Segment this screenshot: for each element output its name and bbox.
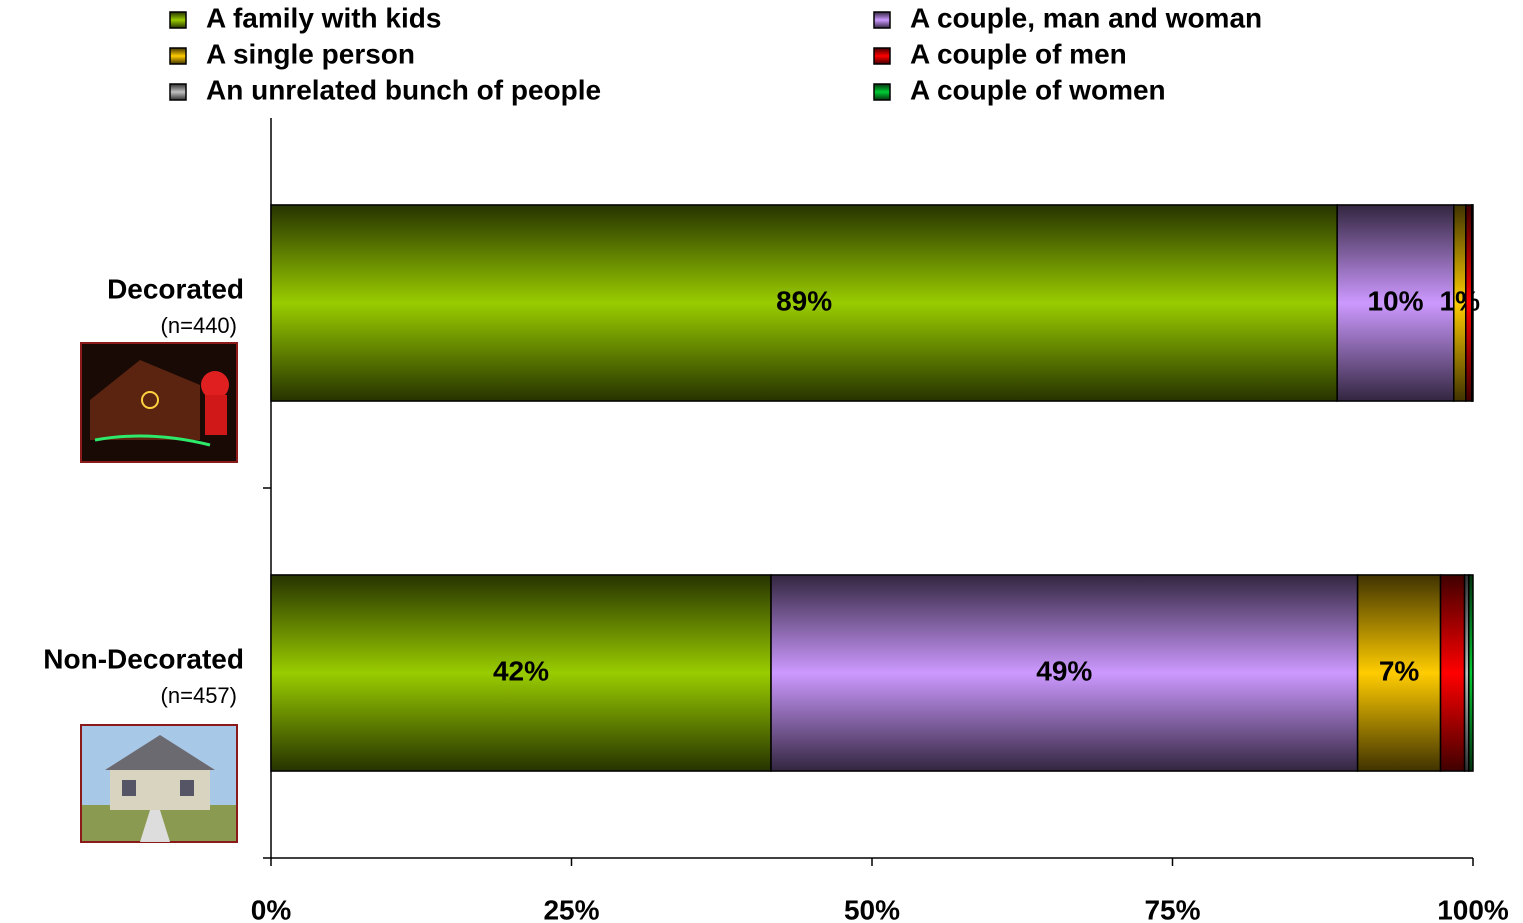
bar-segment bbox=[1465, 204, 1473, 402]
legend-swatch bbox=[169, 11, 187, 29]
legend-label: A single person bbox=[206, 38, 415, 69]
data-label: 49% bbox=[1036, 655, 1092, 686]
x-tick-label: 0% bbox=[251, 894, 292, 923]
legend-swatch bbox=[873, 83, 891, 101]
legend-swatch bbox=[169, 47, 187, 65]
bar-segment bbox=[1468, 574, 1474, 772]
category-note: (n=457) bbox=[161, 683, 237, 708]
data-label: 42% bbox=[493, 655, 549, 686]
category-label: Decorated bbox=[107, 273, 244, 304]
data-label: 7% bbox=[1379, 655, 1420, 686]
legend-swatch bbox=[169, 83, 187, 101]
bar-segment bbox=[1439, 574, 1466, 772]
x-tick-label: 75% bbox=[1144, 894, 1200, 923]
x-tick-label: 50% bbox=[844, 894, 900, 923]
legend-swatch bbox=[873, 11, 891, 29]
legend-label: A couple of women bbox=[910, 74, 1166, 105]
category-label: Non-Decorated bbox=[43, 643, 244, 674]
decorated-house-photo bbox=[80, 342, 238, 463]
x-tick-label: 25% bbox=[543, 894, 599, 923]
data-label: 1% bbox=[1440, 285, 1481, 316]
bar-segment bbox=[270, 574, 772, 772]
legend-swatch bbox=[873, 47, 891, 65]
plain-house-photo bbox=[80, 724, 238, 843]
legend-label: An unrelated bunch of people bbox=[206, 74, 601, 105]
data-label: 89% bbox=[776, 285, 832, 316]
bar-segment bbox=[270, 204, 1338, 402]
legend-label: A couple of men bbox=[910, 38, 1127, 69]
legend-label: A family with kids bbox=[206, 2, 441, 33]
bar-segment bbox=[1471, 204, 1474, 402]
x-tick-label: 100% bbox=[1437, 894, 1509, 923]
data-label: 10% bbox=[1367, 285, 1423, 316]
legend-label: A couple, man and woman bbox=[910, 2, 1262, 33]
bar-segment bbox=[1336, 204, 1455, 402]
bar-segment bbox=[770, 574, 1359, 772]
category-note: (n=440) bbox=[161, 313, 237, 338]
